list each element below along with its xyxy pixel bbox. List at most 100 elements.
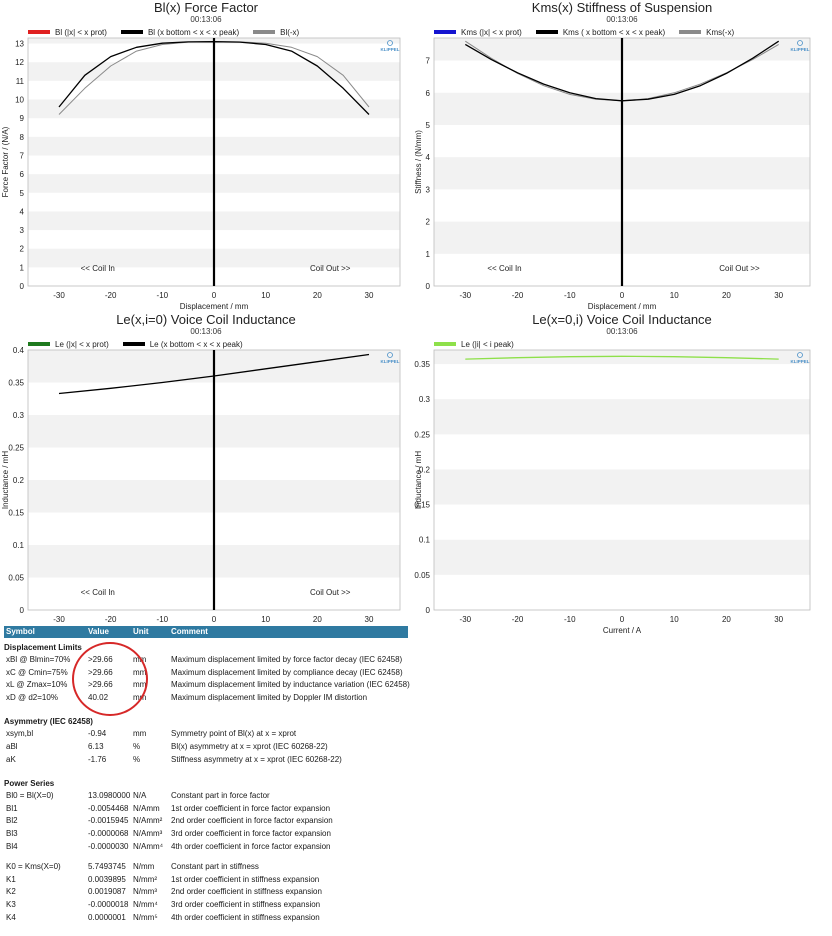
cell-symbol: K0 = Kms(X=0) [6,862,61,872]
table-header: Symbol Value Unit Comment [4,626,408,638]
cell-unit: % [133,754,141,764]
cell-value: -0.0015945 [88,816,129,826]
y-tick-label: 0.35 [414,360,430,369]
cell-symbol: K4 [6,912,16,922]
chart-timestamp: 00:13:06 [190,327,222,336]
chart-svg: 0 1 2 3 4 5 6 7 -30 -20 -10 0 10 20 30 Displacement / m… [414,37,811,311]
x-tick-label: -30 [460,291,472,300]
x-tick-label: -20 [105,615,117,624]
y-tick-label: 6 [20,170,25,179]
legend-label: Kms ( x bottom < x < x peak) [562,27,666,37]
series-line [465,355,779,360]
y-tick-label: 0 [426,606,431,615]
klippel-logo-text: KLIPPEL [790,47,809,52]
cell-comment: Constant part in force factor [171,791,270,801]
legend-label: Bl(-x) [280,27,300,37]
legend-item: Le (|x| < x prot) [28,340,109,349]
cell-symbol: xsym,bl [6,729,34,739]
x-tick-label: 10 [670,615,679,624]
chart-title: Le(x,i=0) Voice Coil Inductance [116,312,296,327]
cell-symbol: aK [6,754,16,764]
legend-swatch [122,342,145,346]
section-title: Asymmetry (IEC 62458) [4,717,93,727]
cell-symbol: xC @ Cmin=75% [6,667,68,677]
x-axis-label: Displacement / mm [588,302,657,311]
y-tick-label: 0.05 [8,574,24,583]
chart-title: Kms(x) Stiffness of Suspension [531,0,713,15]
x-tick-label: -10 [157,615,169,624]
cell-unit: N/A [133,791,147,801]
x-tick-label: -10 [157,291,169,300]
x-tick-label: 0 [620,615,625,624]
y-tick-label: 0.4 [13,346,25,355]
chart-svg: 0 0.05 0.1 0.15 0.2 0.25 0.3 0.35 -30 -20 -10 0 10 20… [414,349,811,635]
table-row: K3 -0.0000018 N/mm⁴ 3rd order coefficient i… [4,899,408,912]
y-tick-label: 3 [20,226,25,235]
coil-out-annotation: Coil Out >> [310,588,351,597]
y-tick-label: 0.3 [13,411,25,420]
cell-symbol: K2 [6,887,16,897]
cell-comment: 4th order coefficient in stiffness expan… [171,912,320,922]
table-row: K1 0.0039895 N/mm² 1st order coefficient in… [4,874,408,887]
y-axis-label: Force Factor / (N/A) [1,126,10,197]
legend-item: Le (|i| < i peak) [434,340,514,349]
chart-timestamp: 00:13:06 [606,327,638,336]
cell-value: 13.0980000 [88,791,131,801]
cell-value: 0.0039895 [88,874,126,884]
cell-comment: 1st order coefficient in stiffness expan… [171,874,320,884]
x-tick-label: -10 [564,615,576,624]
cell-comment: 1st order coefficient in force factor ex… [171,803,331,813]
legend-label: Le (|i| < i peak) [461,339,514,349]
table-row: K0 = Kms(X=0) 5.7493745 N/mm Constant part … [4,861,408,874]
cell-comment: Symmetry point of Bl(x) at x = xprot [171,729,297,739]
x-tick-label: -30 [460,615,472,624]
table-row: aK -1.76% Stiffness asymmetry at x = xprot… [4,754,408,767]
x-tick-label: 10 [261,615,270,624]
grid-band [434,539,810,575]
legend-swatch [535,30,558,34]
legend-label: Bl (|x| < x prot) [55,27,107,37]
legend-label: Bl (x bottom < x < x peak) [147,27,240,37]
coil-in-annotation: << Coil In [81,588,115,597]
cell-comment: Maximum displacement limited by complian… [171,667,403,677]
cell-comment: Maximum displacement limited by force fa… [171,655,403,664]
x-tick-label: 0 [212,291,217,300]
cell-comment: Bl(x) asymmetry at x = xprot (IEC 60268-… [171,741,328,751]
legend-item: Le (x bottom < x < x peak) [122,340,243,349]
cell-symbol: xD @ d2=10% [6,692,58,702]
cell-unit: N/Amm² [133,816,163,826]
section-title: Displacement Limits [4,643,82,652]
header-unit: Unit [133,627,149,636]
table-row: K2 0.0019087 N/mm³ 2nd order coefficient in… [4,886,408,899]
cell-comment: Maximum displacement limited by inductan… [171,680,410,690]
y-tick-label: 7 [426,57,431,66]
klippel-logo-text: KLIPPEL [380,359,399,364]
table-body: Displacement Limits xBl @ Blmin=70% >29.66… [4,642,410,925]
x-tick-label: -30 [53,615,65,624]
klippel-logo-mark [387,40,393,46]
y-tick-label: 0.35 [8,379,24,388]
y-tick-label: 4 [426,153,431,162]
chart-legend: Le (|i| < i peak) [434,339,528,349]
cell-symbol: Bl0 = Bl(X=0) [6,791,54,801]
x-tick-label: -30 [53,291,65,300]
coil-out-annotation: Coil Out >> [310,264,351,273]
klippel-logo-text: KLIPPEL [790,359,809,364]
table-row: Bl4 -0.0000030 N/Amm⁴ 4th order coefficient… [4,841,408,854]
y-tick-label: 2 [20,245,25,254]
table-row: Bl0 = Bl(X=0) 13.0980000 N/A Constant part … [4,790,408,803]
table-row: Bl3 -0.0000068 N/Amm³ 3rd order coefficient… [4,828,408,841]
chart-panel-le-i: Le(x=0,i) Voice Coil Inductance 00:13:06 L… [412,312,832,635]
cell-unit: N/Amm⁴ [133,841,164,851]
row-gap [4,853,408,861]
cell-comment: Constant part in stiffness [171,862,259,872]
x-tick-label: 30 [774,291,783,300]
table-row: K4 0.0000001 N/mm⁵ 4th order coefficient in… [4,912,408,925]
y-tick-label: 8 [20,133,25,142]
legend-item: Kms ( x bottom < x < x peak) [535,27,666,37]
chart-panel-kms: Kms(x) Stiffness of Suspension 00:13:06 Km… [412,0,832,312]
cell-value: -0.0000018 [88,899,129,909]
cell-symbol: Bl1 [6,803,18,813]
series-line [58,41,370,115]
